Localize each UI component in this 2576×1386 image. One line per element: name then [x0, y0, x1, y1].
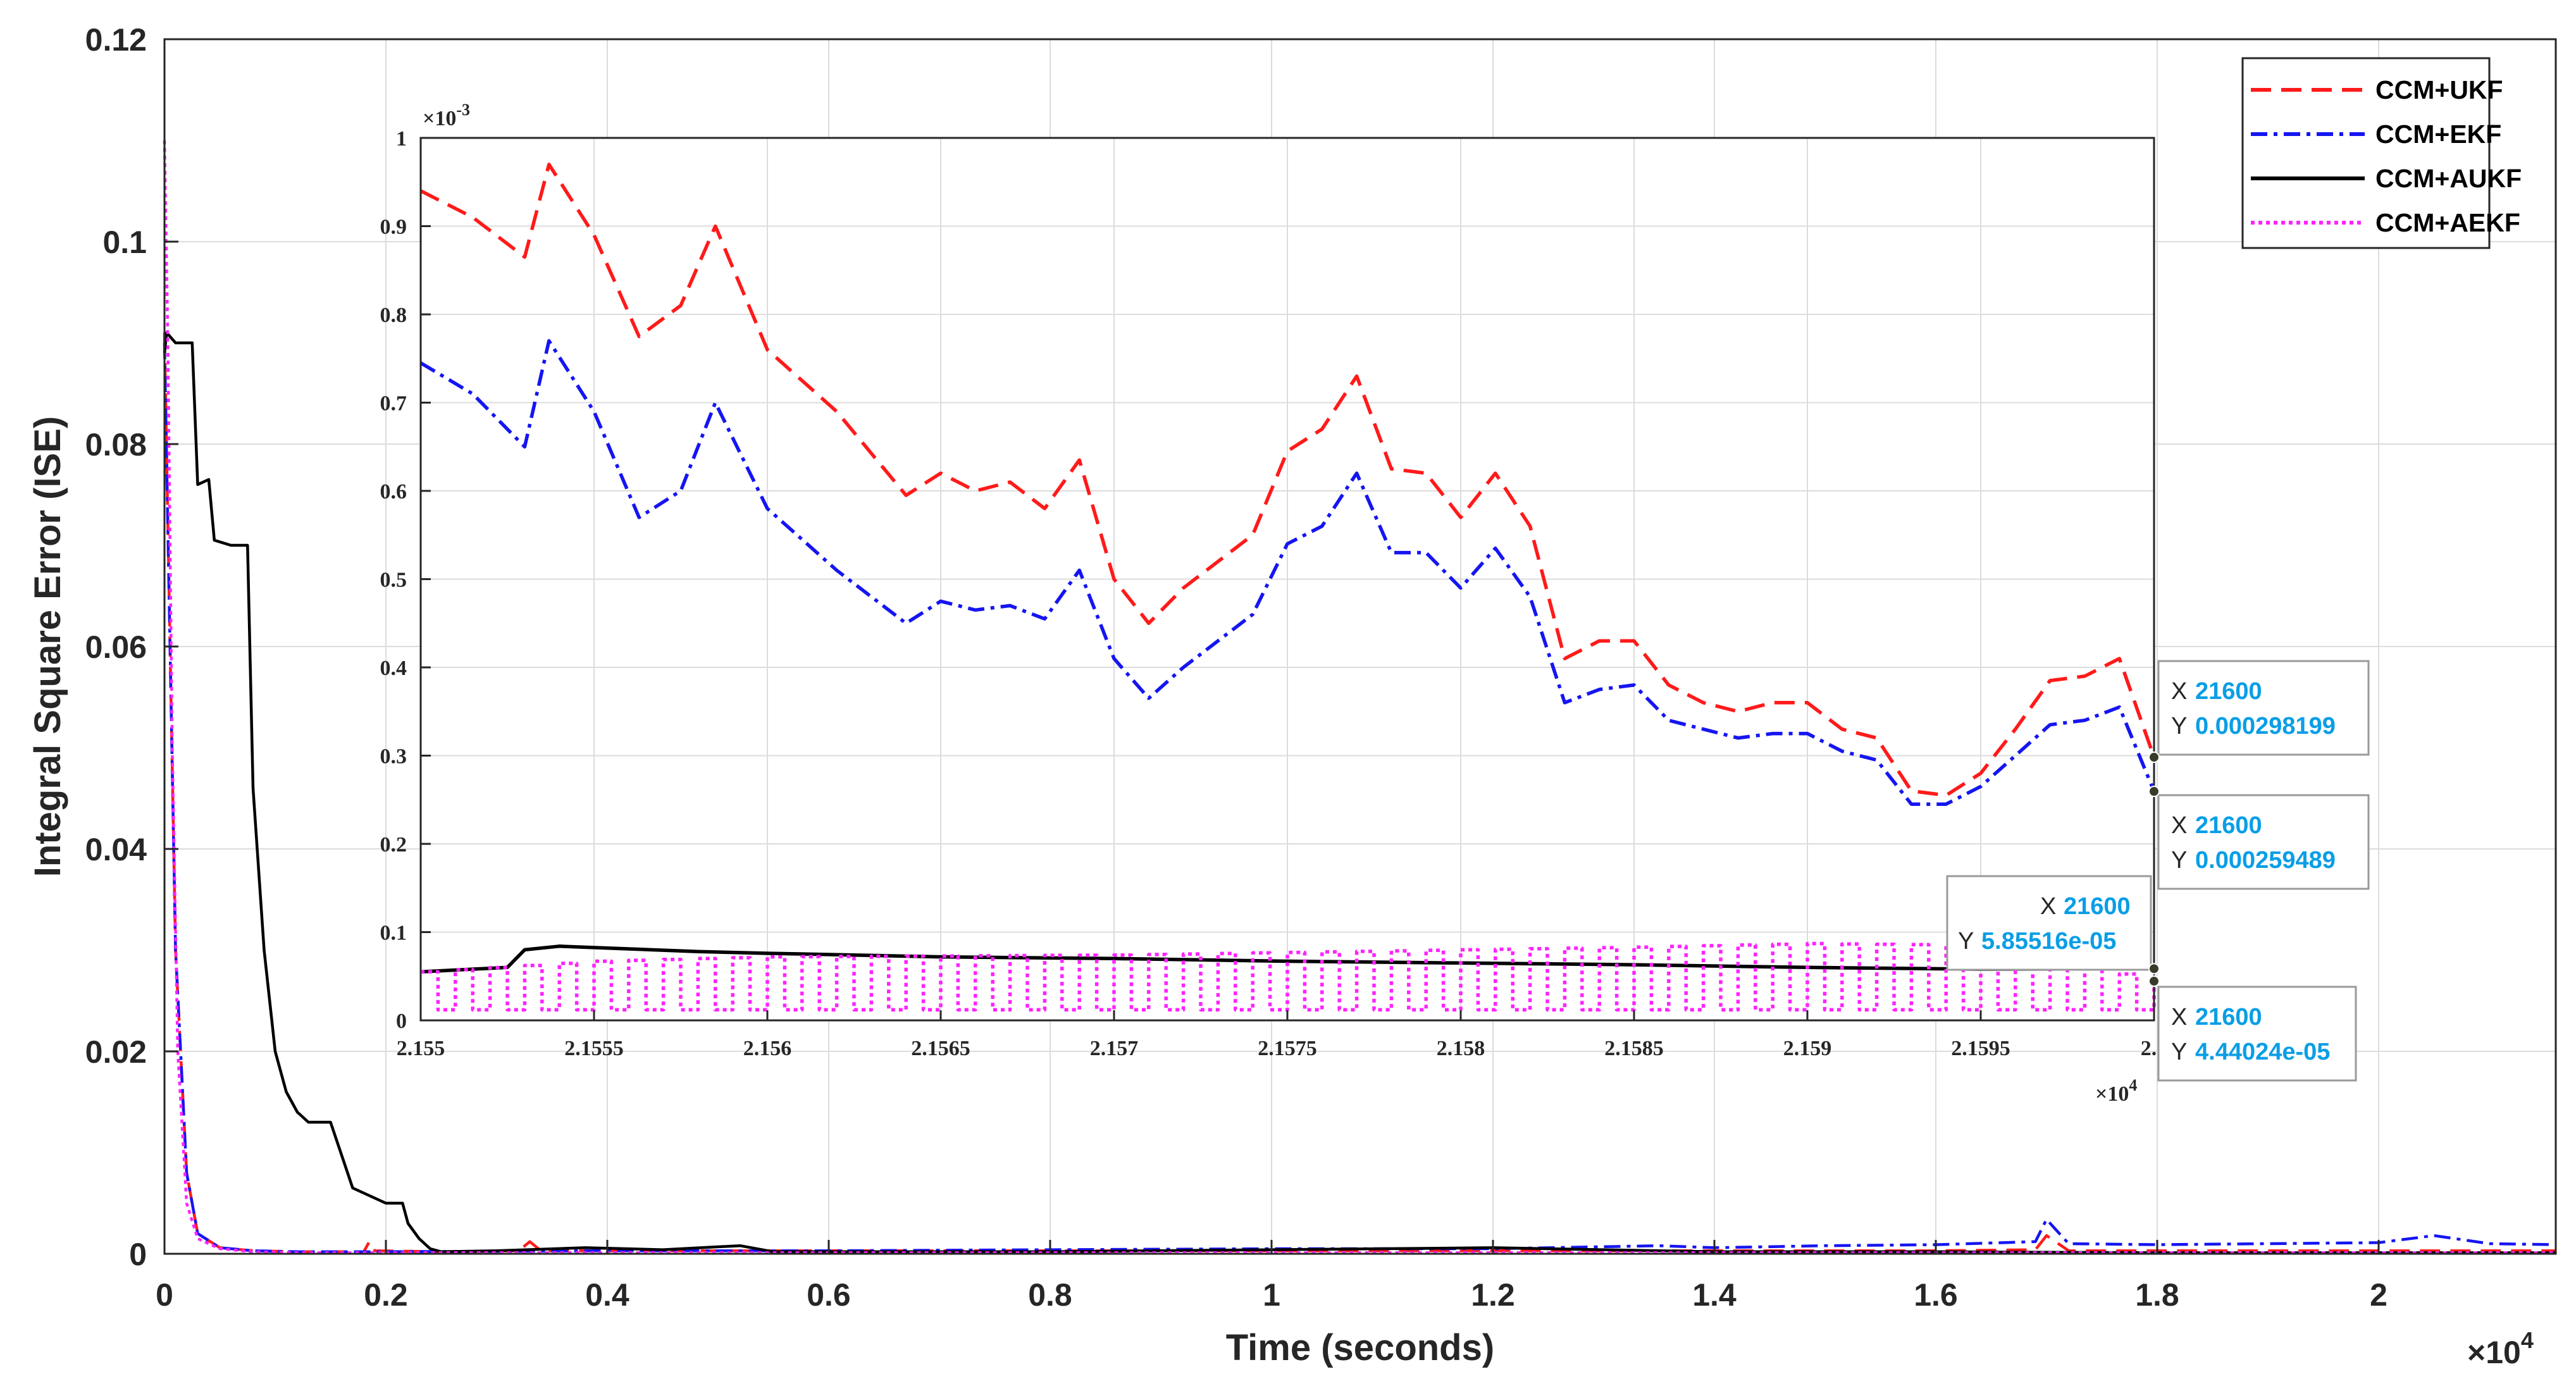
datatip-markers — [2148, 752, 2160, 987]
main-x-exponent: ×104 — [2467, 1327, 2534, 1370]
legend-label-ukf: CCM+UKF — [2375, 75, 2503, 104]
datatip-aukf-y-label: Y — [1958, 928, 1974, 955]
inset-x-tick-label-2: 2.156 — [743, 1037, 792, 1060]
inset-y-tick-label-2: 0.2 — [380, 833, 407, 857]
main-series-ccm-ukf — [163, 332, 2556, 1254]
inset-x-tick-label-8: 2.159 — [1783, 1037, 1832, 1060]
datatip-ukf-y-label: Y — [2171, 713, 2187, 739]
inset-y-tick-label-8: 0.8 — [380, 304, 407, 327]
main-x-tick-label-6: 1.2 — [1471, 1277, 1515, 1313]
datatip-aukf-x-value: 21600 — [2064, 893, 2131, 920]
datatip-marker-ekf[interactable] — [2148, 786, 2160, 798]
main-x-exponent-power: 4 — [2521, 1327, 2534, 1353]
datatips: X 21600 Y 0.000298199 X 21600 Y 0.000259… — [1946, 660, 2370, 1082]
inset-y-exponent: ×10-3 — [423, 101, 470, 130]
main-x-tick-label-0: 0 — [156, 1277, 173, 1313]
inset-y-tick-label-5: 0.5 — [380, 569, 407, 592]
inset-y-tick-label-3: 0.3 — [380, 745, 407, 769]
datatip-ukf-box — [2157, 660, 2370, 756]
datatip-aekf-box — [2157, 986, 2357, 1082]
main-x-tick-label-2: 0.4 — [585, 1277, 629, 1313]
inset-series — [419, 163, 2156, 1012]
datatip-marker-ukf[interactable] — [2148, 752, 2160, 764]
datatip-aekf-x-value: 21600 — [2195, 1004, 2262, 1030]
main-y-tick-label-4: 0.08 — [85, 427, 147, 462]
main-x-tick-label-10: 2 — [2370, 1277, 2387, 1313]
inset-x-tick-label-4: 2.157 — [1090, 1037, 1139, 1060]
main-x-axis-label: Time (seconds) — [1226, 1327, 1494, 1368]
inset-ticks: 2.155 2.1555 2.156 2.1565 2.157 2.1575 2.158 2.… — [380, 127, 2168, 1060]
main-x-tick-label-9: 1.8 — [2135, 1277, 2179, 1313]
legend-label-aekf: CCM+AEKF — [2375, 208, 2520, 237]
datatip-aekf-y-value: 4.44024e-05 — [2195, 1039, 2330, 1065]
datatip-ekf-x-value: 21600 — [2195, 812, 2262, 839]
inset-y-tick-label-6: 0.6 — [380, 480, 407, 504]
legend: CCM+UKF CCM+EKF CCM+AUKF CCM+AEKF — [2241, 57, 2522, 249]
main-y-tick-label-1: 0.02 — [85, 1034, 147, 1070]
inset-series-ccm-ekf — [419, 339, 2156, 806]
inset-y-exponent-base: ×10 — [423, 107, 456, 130]
main-x-tick-label-1: 0.2 — [364, 1277, 408, 1313]
inset-x-exponent-base: ×10 — [2095, 1082, 2129, 1106]
datatip-aukf[interactable]: X 21600 Y 5.85516e-05 — [1946, 875, 2152, 971]
datatip-aekf-y-label: Y — [2171, 1039, 2187, 1065]
main-y-tick-label-0: 0 — [129, 1237, 147, 1272]
datatip-ukf-x-label: X — [2171, 678, 2187, 705]
inset-axes: 2.155 2.1555 2.156 2.1565 2.157 2.1575 2.158 2.… — [380, 101, 2168, 1106]
datatip-aukf-box — [1946, 875, 2152, 971]
main-y-tick-label-6: 0.12 — [85, 22, 147, 58]
inset-x-tick-label-6: 2.158 — [1437, 1037, 1485, 1060]
datatip-aukf-x-label: X — [2040, 893, 2056, 920]
main-y-axis-label: Integral Square Error (ISE) — [27, 416, 68, 877]
datatip-aekf-x-label: X — [2171, 1004, 2187, 1030]
inset-y-tick-label-10: 1 — [396, 127, 407, 151]
inset-y-tick-label-1: 0.1 — [380, 922, 407, 945]
main-y-tick-label-5: 0.1 — [102, 225, 147, 260]
main-x-exponent-base: ×10 — [2467, 1335, 2521, 1370]
main-x-tick-label-3: 0.6 — [807, 1277, 851, 1313]
main-x-tick-label-7: 1.4 — [1692, 1277, 1737, 1313]
datatip-ekf-y-label: Y — [2171, 847, 2187, 874]
datatip-aukf-y-value: 5.85516e-05 — [1981, 928, 2116, 955]
main-x-tick-label-8: 1.6 — [1914, 1277, 1958, 1313]
datatip-ekf[interactable]: X 21600 Y 0.000259489 — [2157, 794, 2370, 890]
datatip-marker-aekf[interactable] — [2148, 975, 2160, 987]
main-x-tick-label-4: 0.8 — [1028, 1277, 1072, 1313]
datatip-marker-aukf[interactable] — [2148, 963, 2160, 975]
datatip-ekf-box — [2157, 794, 2370, 890]
inset-y-tick-label-4: 0.4 — [380, 657, 407, 680]
datatip-ukf-y-value: 0.000298199 — [2195, 713, 2336, 739]
inset-series-ccm-aukf — [420, 944, 2155, 974]
inset-x-tick-label-7: 2.1585 — [1604, 1037, 1664, 1060]
inset-x-tick-label-5: 2.1575 — [1258, 1037, 1317, 1060]
inset-x-tick-label-9: 2.1595 — [1951, 1037, 2010, 1060]
legend-label-aukf: CCM+AUKF — [2375, 164, 2522, 193]
main-x-tick-label-5: 1 — [1263, 1277, 1280, 1313]
inset-x-exponent: ×104 — [2095, 1076, 2137, 1106]
main-y-tick-label-3: 0.06 — [85, 629, 147, 665]
inset-x-tick-label-0: 2.155 — [397, 1037, 445, 1060]
datatip-ukf-x-value: 21600 — [2195, 678, 2262, 705]
main-series-ccm-ekf — [163, 342, 2556, 1254]
inset-y-tick-label-0: 0 — [396, 1010, 407, 1033]
datatip-ukf[interactable]: X 21600 Y 0.000298199 — [2157, 660, 2370, 756]
datatip-ekf-x-label: X — [2171, 812, 2187, 839]
inset-series-ccm-ukf — [419, 163, 2156, 798]
legend-label-ekf: CCM+EKF — [2375, 120, 2501, 149]
datatip-aekf[interactable]: X 21600 Y 4.44024e-05 — [2157, 986, 2357, 1082]
inset-x-tick-label-3: 2.1565 — [911, 1037, 970, 1060]
datatip-ekf-y-value: 0.000259489 — [2195, 847, 2336, 874]
inset-y-tick-label-7: 0.7 — [380, 392, 407, 416]
inset-x-tick-label-1: 2.1555 — [564, 1037, 624, 1060]
main-ticks: 0 0.2 0.4 0.6 0.8 1 1.2 1.4 1.6 1.8 2 0 0.02 0.04 0.06… — [85, 22, 2387, 1313]
inset-y-tick-label-9: 0.9 — [380, 216, 407, 239]
inset-y-exponent-power: -3 — [456, 101, 470, 119]
inset-x-exponent-power: 4 — [2129, 1076, 2137, 1094]
main-y-tick-label-2: 0.04 — [85, 832, 147, 867]
